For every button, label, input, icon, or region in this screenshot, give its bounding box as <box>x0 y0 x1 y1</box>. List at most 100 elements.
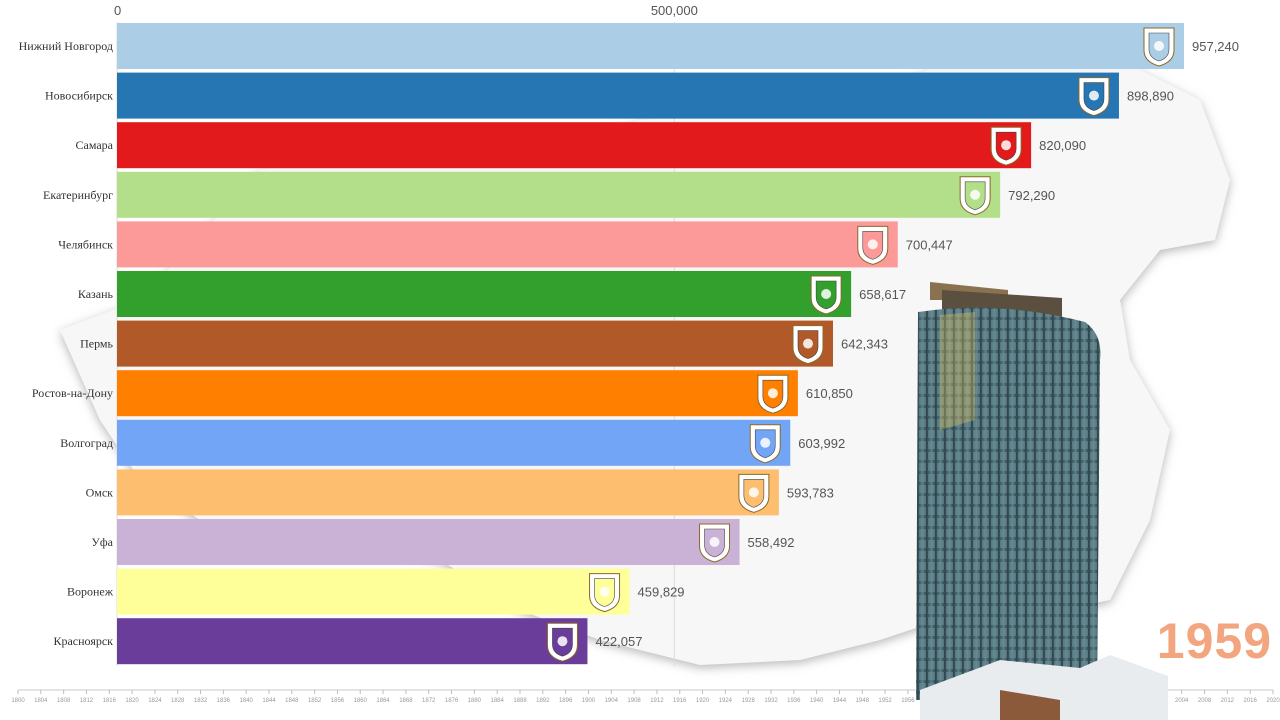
timeline-year-label: 2016 <box>1244 698 1258 704</box>
emblem-figure <box>821 289 832 299</box>
kazan-emblem-icon <box>810 275 842 315</box>
timeline-year-label: 1808 <box>57 698 71 704</box>
chelyabinsk-emblem-icon <box>857 225 889 265</box>
timeline-year-label: 1820 <box>125 698 139 704</box>
timeline-year-label: 1880 <box>468 698 482 704</box>
timeline-year-label: 1944 <box>833 698 847 704</box>
value-label: 422,057 <box>595 634 642 649</box>
value-label: 459,829 <box>638 585 685 600</box>
emblem-figure <box>760 437 771 448</box>
emblem-figure <box>1088 90 1099 101</box>
nizhny-novgorod-emblem-icon <box>1143 27 1175 67</box>
bar <box>117 221 898 268</box>
emblem-figure <box>1154 41 1164 51</box>
rostov-emblem-icon <box>757 374 789 414</box>
timeline-year-label: 1936 <box>787 698 801 704</box>
yekaterinburg-emblem-icon <box>959 176 991 216</box>
bar-row: Самара 820,090 <box>76 122 1086 169</box>
bar-row: Челябинск 700,447 <box>58 221 953 268</box>
emblem-figure <box>867 239 878 250</box>
timeline-year-label: 1908 <box>627 698 641 704</box>
timeline-year-label: 1884 <box>491 698 505 704</box>
value-label: 603,992 <box>798 436 845 451</box>
timeline-year-label: 1900 <box>582 698 596 704</box>
bar <box>117 419 791 466</box>
timeline-year-label: 2020 <box>1266 698 1280 704</box>
timeline-year-label: 1824 <box>148 698 162 704</box>
value-label: 558,492 <box>748 535 795 550</box>
timeline-year-label: 1924 <box>719 698 733 704</box>
timeline-year-label: 1904 <box>605 698 619 704</box>
value-label: 957,240 <box>1192 39 1239 54</box>
timeline-year-label: 1852 <box>308 698 322 704</box>
timeline-year-label: 1872 <box>422 698 436 704</box>
perm-emblem-icon <box>792 325 824 365</box>
timeline-year-label: 1896 <box>559 698 573 704</box>
timeline-year-label: 1876 <box>445 698 459 704</box>
category-label: Волгоград <box>60 436 113 450</box>
x-tick-label: 0 <box>114 3 121 18</box>
timeline-year-label: 1940 <box>810 698 824 704</box>
bar <box>117 370 798 417</box>
bar <box>117 568 630 615</box>
emblem-figure <box>748 487 759 498</box>
value-label: 700,447 <box>906 237 953 252</box>
timeline-year-label: 1828 <box>171 698 185 704</box>
category-label: Новосибирск <box>45 89 113 103</box>
snowy-rooftops <box>920 655 1168 720</box>
omsk-emblem-icon <box>738 473 770 513</box>
timeline-year-label: 1804 <box>34 698 48 704</box>
timeline-year-label: 1932 <box>764 698 778 704</box>
bar <box>117 618 588 665</box>
bar-row: Казань 658,617 <box>78 271 906 317</box>
timeline-year-label: 1856 <box>331 698 345 704</box>
emblem-figure <box>802 338 813 349</box>
samara-emblem-icon <box>990 126 1022 166</box>
category-label: Красноярск <box>53 634 113 648</box>
timeline-year-label: 1864 <box>376 698 390 704</box>
bar <box>117 519 740 565</box>
timeline-year-label: 1812 <box>80 698 94 704</box>
timeline-year-label: 1928 <box>742 698 756 704</box>
bar <box>117 23 1184 69</box>
krasnoyarsk-emblem-icon <box>546 622 578 662</box>
timeline-year-label: 1888 <box>513 698 527 704</box>
volgograd-emblem-icon <box>749 424 781 464</box>
timeline-year-label: 1952 <box>878 698 892 704</box>
timeline-year-label: 1956 <box>901 698 915 704</box>
novosibirsk-emblem-icon <box>1078 77 1110 117</box>
timeline-year-label: 1848 <box>285 698 299 704</box>
bar-row: Волгоград 603,992 <box>60 419 845 466</box>
value-label: 820,090 <box>1039 138 1086 153</box>
value-label: 593,783 <box>787 485 834 500</box>
category-label: Омск <box>86 485 114 499</box>
brick-wall <box>1000 690 1060 720</box>
emblem-figure <box>557 636 568 647</box>
category-label: Самара <box>76 138 114 152</box>
timeline-year-label: 1800 <box>11 698 25 704</box>
current-year-label: 1959 <box>1156 613 1272 669</box>
category-label: Ростов-на-Дону <box>32 386 113 400</box>
bar-row: Ростов-на-Дону 610,850 <box>32 370 853 417</box>
timeline-year-label: 1868 <box>399 698 413 704</box>
category-label: Екатеринбург <box>43 188 113 202</box>
timeline-year-label: 1912 <box>650 698 664 704</box>
timeline-year-label: 2004 <box>1175 698 1189 704</box>
bar-row: Красноярск 422,057 <box>53 618 642 665</box>
timeline-year-label: 1948 <box>856 698 870 704</box>
category-label: Уфа <box>91 535 113 549</box>
value-label: 792,290 <box>1008 188 1055 203</box>
emblem-figure <box>767 388 778 399</box>
timeline-year-label: 1892 <box>536 698 550 704</box>
bar-row: Екатеринбург 792,290 <box>43 171 1055 218</box>
timeline-year-label: 1916 <box>673 698 687 704</box>
bar-row: Новосибирск 898,890 <box>45 72 1174 119</box>
value-label: 898,890 <box>1127 89 1174 104</box>
bar <box>117 72 1119 119</box>
bar <box>117 271 852 317</box>
value-label: 658,617 <box>859 287 906 302</box>
bar-row: Омск 593,783 <box>86 469 834 516</box>
timeline-year-label: 1816 <box>103 698 117 704</box>
